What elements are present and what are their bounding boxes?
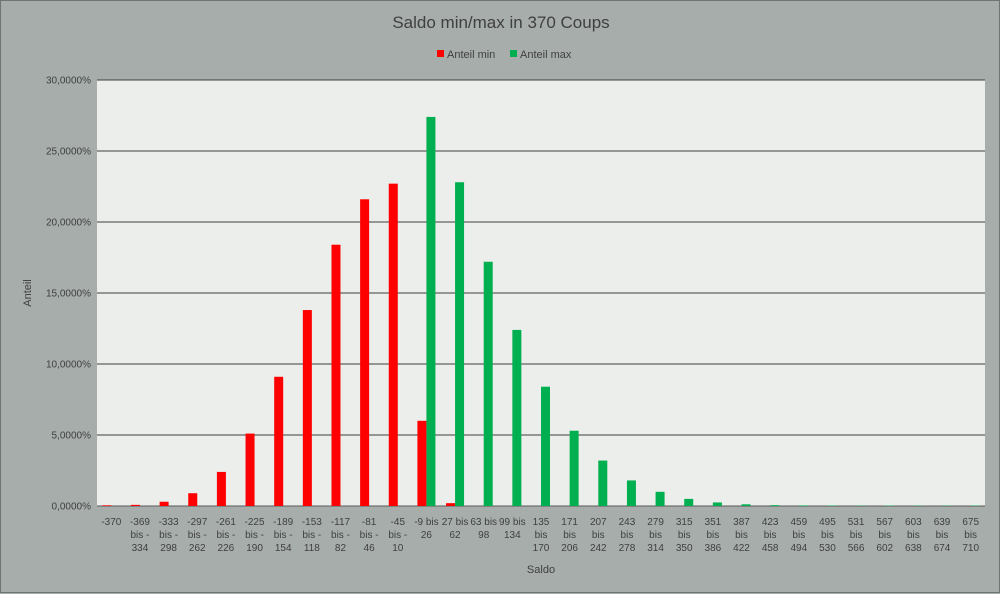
bar-anteil-min: [389, 184, 398, 506]
bar-anteil-min: [188, 493, 197, 506]
bar-anteil-min: [303, 310, 312, 506]
y-tick-label: 20,0000%: [46, 218, 91, 229]
bar-anteil-max: [426, 117, 435, 506]
bar-anteil-max: [713, 502, 722, 506]
y-tick-label: 25,0000%: [46, 147, 91, 158]
bar-anteil-max: [656, 492, 665, 506]
bar-anteil-min: [246, 434, 255, 506]
bar-anteil-min: [131, 505, 140, 506]
legend-swatch-anteil-max: [510, 50, 517, 57]
y-tick-label: 15,0000%: [46, 289, 91, 300]
bar-anteil-max: [541, 387, 550, 506]
x-axis-title: Saldo: [527, 564, 555, 576]
legend: Anteil min Anteil max: [437, 49, 572, 61]
bar-anteil-max: [598, 461, 607, 506]
y-axis-ticks: 0,0000% 5,0000% 10,0000% 15,0000% 20,0000% 25…: [46, 76, 91, 513]
chart-title: Saldo min/max in 370 Coups: [392, 13, 609, 32]
legend-swatch-anteil-min: [437, 50, 444, 57]
bar-anteil-min: [446, 503, 455, 506]
bar-anteil-max: [455, 182, 464, 506]
bar-anteil-min: [217, 472, 226, 506]
y-tick-label: 10,0000%: [46, 360, 91, 371]
bar-anteil-max: [799, 505, 808, 506]
x-tick-label: -370: [101, 517, 121, 528]
bar-anteil-max: [627, 480, 636, 506]
bar-anteil-max: [684, 499, 693, 506]
bar-anteil-min: [417, 421, 426, 506]
y-axis-title: Anteil: [22, 279, 34, 307]
bar-anteil-min: [102, 505, 111, 506]
bar-anteil-max: [770, 505, 779, 506]
y-tick-label: 0,0000%: [52, 502, 92, 513]
y-tick-label: 5,0000%: [52, 431, 92, 442]
bar-anteil-max: [742, 504, 751, 506]
bar-anteil-min: [360, 199, 369, 506]
legend-label-anteil-min: Anteil min: [447, 49, 495, 61]
bar-anteil-min: [331, 245, 340, 506]
bar-anteil-max: [484, 262, 493, 506]
bar-anteil-min: [160, 502, 169, 506]
bar-anteil-max: [570, 431, 579, 506]
bar-anteil-max: [512, 330, 521, 506]
bar-anteil-min: [274, 377, 283, 506]
y-tick-label: 30,0000%: [46, 76, 91, 87]
legend-label-anteil-max: Anteil max: [520, 49, 572, 61]
